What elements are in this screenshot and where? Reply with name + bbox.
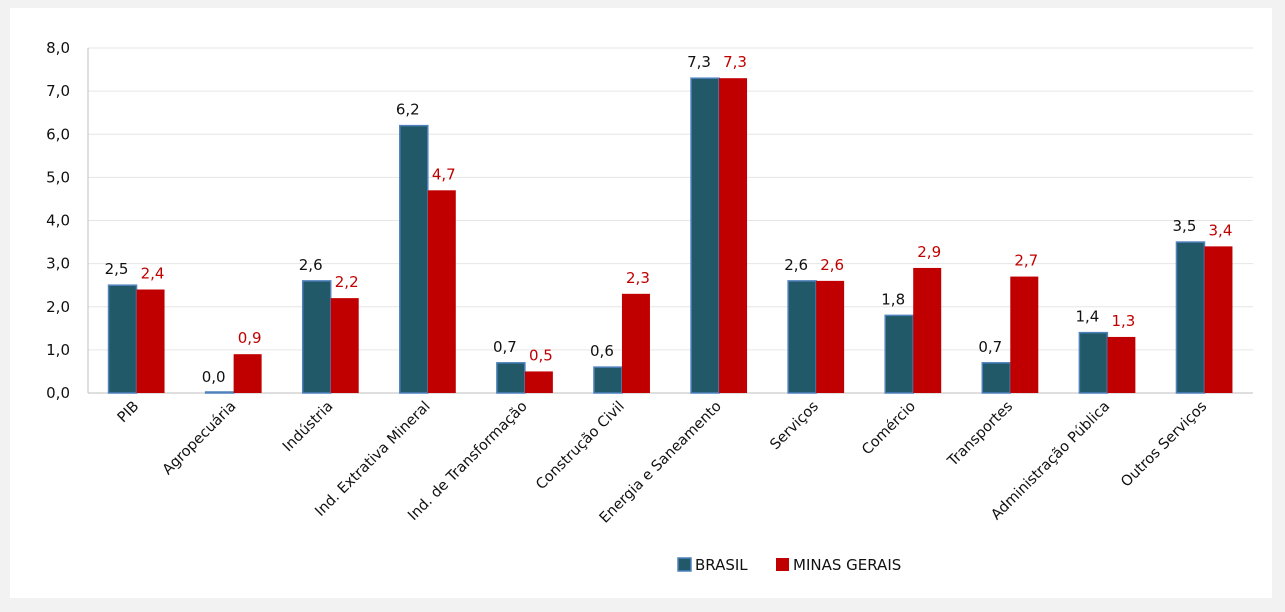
bar-brasil: [301, 280, 332, 394]
bar-minas-gerais: [621, 293, 650, 393]
bar-brasil: [884, 314, 914, 394]
data-label: 0,6: [590, 342, 614, 360]
data-label: 3,4: [1209, 221, 1233, 239]
data-label: 0,7: [493, 338, 517, 356]
bar-brasil: [981, 362, 1012, 394]
bar-minas-gerais: [233, 354, 262, 393]
bar-brasil: [496, 362, 526, 394]
data-label: 0,7: [978, 338, 1002, 356]
data-labels: 2,5 0,0 2,6 6,2 0,7 0,6 7,3 2,6 1,8 0,7 1,4 3,5 2,4 0…: [105, 53, 1233, 386]
bar-brasil: [204, 391, 235, 394]
y-tick-label: 7,0: [46, 82, 70, 100]
y-tick-label: 4,0: [46, 212, 70, 230]
bar-minas-gerais: [1010, 276, 1039, 393]
data-label: 0,5: [529, 346, 553, 364]
legend-swatch-minas-gerais: [776, 558, 789, 571]
data-label: 7,3: [687, 53, 711, 71]
bar-minas-gerais: [524, 371, 553, 393]
legend-label: BRASIL: [695, 556, 748, 574]
bar-minas-gerais: [1107, 336, 1136, 393]
data-label: 0,0: [202, 368, 226, 386]
data-label: 2,6: [299, 256, 323, 274]
legend: BRASIL MINAS GERAIS: [677, 556, 901, 574]
y-axis-ticks: 0,0 1,0 2,0 3,0 4,0 5,0 6,0 7,0 8,0: [46, 39, 70, 402]
data-label: 2,7: [1014, 252, 1038, 270]
bar-minas-gerais: [330, 298, 359, 393]
data-label: 3,5: [1173, 217, 1197, 235]
y-tick-label: 8,0: [46, 39, 70, 57]
data-label: 7,3: [723, 53, 747, 71]
data-label: 1,4: [1075, 308, 1099, 326]
y-tick-label: 2,0: [46, 298, 70, 316]
bar-minas-gerais: [913, 267, 942, 393]
bar-brasil: [107, 284, 138, 394]
data-label: 2,3: [626, 269, 650, 287]
y-tick-label: 5,0: [46, 168, 70, 186]
gridlines: [87, 47, 1253, 394]
data-label: 2,5: [105, 260, 129, 278]
data-label: 0,9: [238, 329, 262, 347]
legend-swatch-brasil: [677, 557, 692, 572]
bar-brasil: [690, 77, 720, 394]
bar-minas-gerais: [816, 280, 845, 393]
data-label: 2,6: [820, 256, 844, 274]
bar-minas-gerais: [136, 289, 165, 393]
bar-brasil: [787, 280, 817, 394]
bar-brasil: [1175, 241, 1206, 394]
data-label: 1,8: [881, 290, 905, 308]
bar-minas-gerais: [427, 190, 456, 393]
y-tick-label: 6,0: [46, 125, 70, 143]
data-label: 2,6: [784, 256, 808, 274]
bars: [107, 77, 1233, 394]
data-label: 1,3: [1111, 312, 1135, 330]
data-label: 2,4: [141, 265, 165, 283]
bar-brasil: [593, 366, 623, 394]
legend-label: MINAS GERAIS: [793, 556, 901, 574]
y-tick-label: 1,0: [46, 341, 70, 359]
y-tick-label: 3,0: [46, 255, 70, 273]
bar-brasil: [1078, 331, 1109, 394]
bar-minas-gerais: [719, 78, 748, 393]
data-label: 2,9: [917, 243, 941, 261]
data-label: 4,7: [432, 165, 456, 183]
bar-minas-gerais: [1204, 246, 1233, 393]
data-label: 2,2: [335, 273, 359, 291]
data-label: 6,2: [396, 101, 420, 119]
y-tick-label: 0,0: [46, 384, 70, 402]
bar-brasil: [399, 124, 429, 394]
